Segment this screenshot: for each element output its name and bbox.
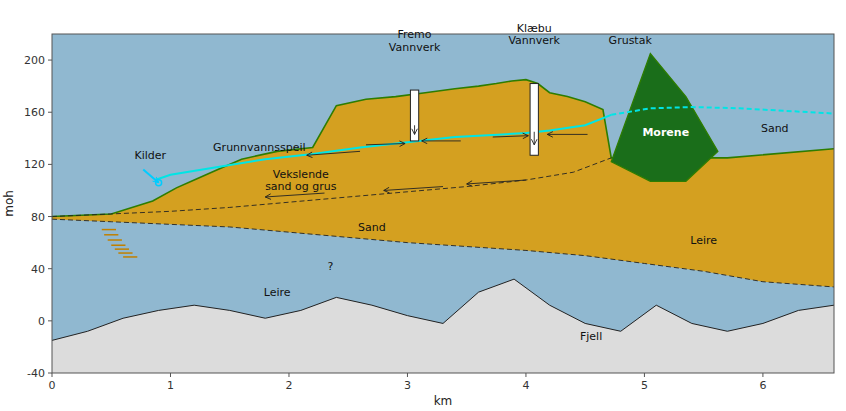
seep [118,252,132,254]
annotation: Leire [264,286,291,299]
annotation-line: Klæbu [517,22,552,35]
plot-area [52,34,834,373]
annotation: Vekslendesand og grus [265,168,337,194]
annotation-line: Sand [358,221,386,234]
annotation: Morene [642,126,689,139]
plot-frame [52,34,834,373]
x-tick [288,373,289,377]
y-tick [48,216,52,217]
annotation: Kilder [135,149,167,162]
annotation-line: Vannverk [389,41,441,54]
y-tick-label: 200 [24,54,45,67]
annotation-line: Grunnvannsspeil [213,141,305,154]
y-axis-label: moh [2,190,16,217]
annotation: Grustak [609,34,653,47]
annotation-line: Fremo [398,28,432,41]
annotation-line: Sand [761,122,789,135]
x-tick-label: 0 [49,379,56,392]
annotation-line: Kilder [135,149,167,162]
annotation-line: ? [328,260,334,273]
x-tick-label: 5 [641,379,648,392]
borehole [530,84,538,156]
fjell-surface [52,279,834,340]
morene-area [611,54,718,182]
annotation-line: sand og grus [265,180,337,193]
annotation: FremoVannverk [389,28,441,54]
spring-point [156,180,162,186]
x-tick [52,373,53,377]
groundwater-line [611,107,834,115]
flow-arrow [307,151,360,155]
groundwater-line [155,115,611,180]
flow-arrow [265,193,324,197]
annotation: Sand [761,122,789,135]
y-tick [48,320,52,321]
annotation: Leire [690,234,717,247]
y-tick [48,60,52,61]
chart: 0 1 2 3 4 5 6 -40 0 40 80 120 160 200 km moh Sand Sand Lei… [0,0,846,411]
x-tick-label: 6 [759,379,766,392]
annotation: Grunnvannsspeil [213,141,305,154]
annotation: Fjell [580,330,602,343]
annotation: ? [328,260,334,273]
flow-arrow [384,187,443,191]
seep [104,234,118,236]
annotation-line: Grustak [609,34,653,47]
seep [123,256,137,258]
flow-arrow [467,180,526,184]
y-tick-label: -40 [27,367,45,380]
annotation: Sand [358,221,386,234]
annotation: KlæbuVannverk [508,22,560,47]
y-tick-label: 80 [31,211,45,224]
flow-arrow [534,132,535,145]
annotation-line: Morene [642,126,689,139]
x-tick-label: 3 [404,379,411,392]
y-tick-label: 40 [31,263,45,276]
x-tick [644,373,645,377]
seep [108,239,122,241]
annotation-line: Vekslende [273,168,329,181]
seep [102,229,116,231]
seep [111,244,125,246]
sand-area [52,80,834,287]
flow-arrow [366,144,405,145]
y-tick [48,373,52,374]
x-tick [170,373,171,377]
y-tick [48,164,52,165]
x-tick-label: 2 [285,379,292,392]
fjell-area [52,279,834,373]
x-axis-label: km [434,394,453,408]
flow-arrow [422,140,461,141]
gravel-boundary [52,158,611,217]
flow-arrow [493,136,529,137]
x-tick-label: 4 [522,379,529,392]
x-tick [762,373,763,377]
borehole [410,90,418,141]
flow-arrow [547,134,587,135]
flow-arrow [414,125,415,134]
annotation-line: Leire [690,234,717,247]
y-tick-label: 160 [24,106,45,119]
axes: 0 1 2 3 4 5 6 -40 0 40 80 120 160 200 [24,54,766,392]
y-tick-label: 0 [38,315,45,328]
annotation-line: Fjell [580,330,602,343]
y-tick [48,268,52,269]
annotation-line: Vannverk [508,34,560,47]
leire-boundary [52,219,834,287]
labels: Sand Sand Leire Leire Fjell Morene Vekslendesa… [135,22,789,344]
annotation-line: Leire [264,286,291,299]
y-tick [48,112,52,113]
x-tick [407,373,408,377]
leire-area [52,34,834,373]
y-tick-label: 120 [24,158,45,171]
x-tick [525,373,526,377]
x-tick-label: 1 [167,379,174,392]
seep [115,248,129,250]
